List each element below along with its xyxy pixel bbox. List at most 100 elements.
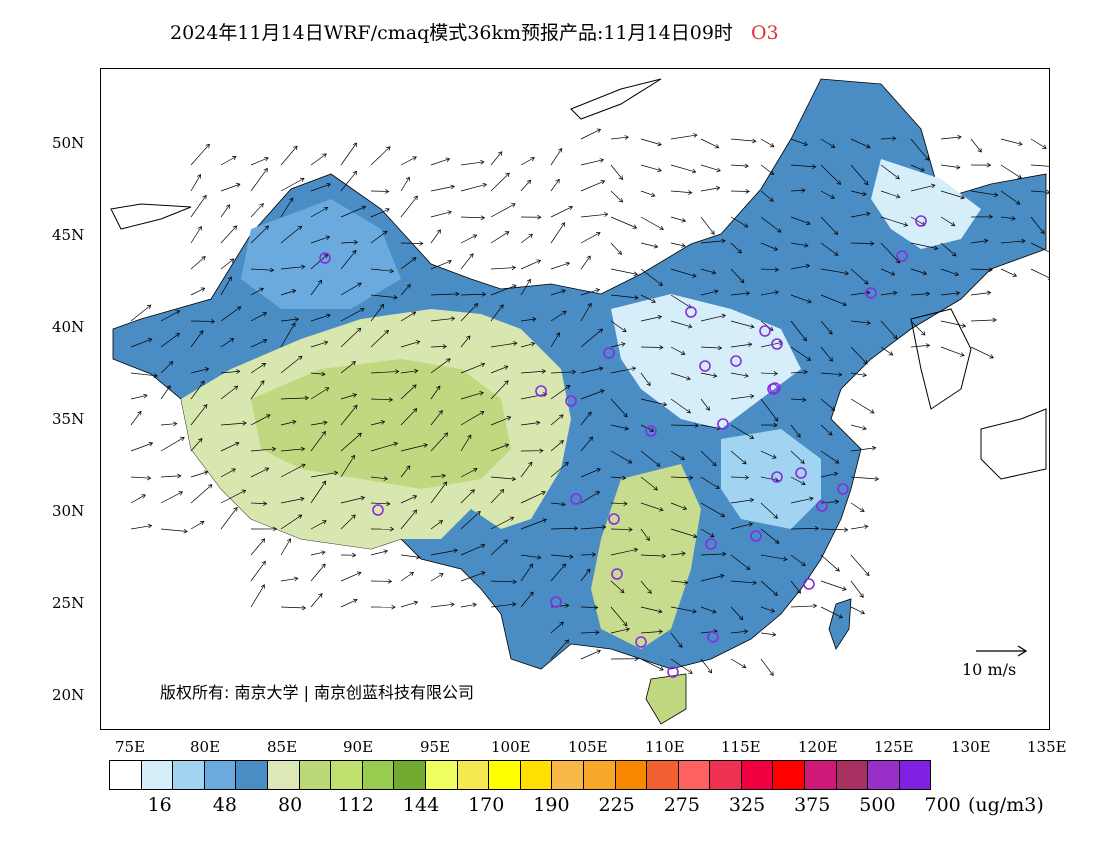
wind-arrow-head xyxy=(988,214,994,220)
wind-arrow-head xyxy=(770,608,776,613)
wind-arrow xyxy=(550,621,564,634)
lat-label-50n: 50N xyxy=(52,134,85,152)
color-scale-unit: (ug/m3) xyxy=(968,794,1044,816)
wind-arrow xyxy=(430,432,448,452)
wind-arrow-head xyxy=(536,259,542,264)
wind-arrow xyxy=(340,572,362,582)
wind-arrow xyxy=(730,395,754,400)
wind-arrow-head xyxy=(301,264,306,270)
wind-arrow-head xyxy=(711,270,717,275)
wind-arrow xyxy=(670,658,693,674)
wind-arrow xyxy=(700,553,726,556)
wind-arrow xyxy=(220,370,240,374)
wind-arrow xyxy=(340,241,358,244)
wind-arrow-head xyxy=(588,436,593,441)
wind-arrow xyxy=(430,158,450,166)
station-marker xyxy=(603,347,615,359)
wind-arrow xyxy=(790,605,817,608)
wind-arrow xyxy=(760,632,776,636)
wind-arrow xyxy=(910,320,926,336)
wind-arrow-head xyxy=(686,375,691,381)
wind-arrow xyxy=(850,606,865,614)
wind-arrow-head xyxy=(385,208,390,213)
lon-label-130e: 130E xyxy=(951,738,991,756)
wind-arrow xyxy=(250,203,264,218)
wind-arrow xyxy=(400,341,420,348)
wind-arrow-head xyxy=(618,198,624,203)
wind-arrow xyxy=(190,287,205,296)
wind-arrow-head xyxy=(573,525,579,531)
wind-arrow xyxy=(520,260,541,270)
station-marker xyxy=(570,493,582,505)
wind-arrow xyxy=(550,554,574,558)
wind-arrow-head xyxy=(416,554,421,560)
wind-arrow-head xyxy=(871,445,877,451)
wind-arrow-head xyxy=(743,223,749,228)
legend-color-cell xyxy=(456,760,490,790)
wind-arrow xyxy=(760,138,775,148)
wind-arrow xyxy=(970,292,991,296)
wind-arrow xyxy=(550,639,569,660)
wind-arrow-head xyxy=(750,324,755,329)
wind-arrow-head xyxy=(200,287,206,292)
wind-arrow-head xyxy=(231,468,236,473)
wind-arrow-head xyxy=(771,632,777,637)
wind-arrow-head xyxy=(598,328,603,333)
wind-arrow xyxy=(670,424,699,426)
wind-arrow-head xyxy=(804,242,809,248)
wind-arrow xyxy=(370,330,389,348)
wind-arrow-head xyxy=(993,192,999,198)
wind-arrow xyxy=(280,145,298,166)
wind-arrow-head xyxy=(694,423,699,428)
wind-arrow-head xyxy=(356,327,362,333)
legend-color-cell xyxy=(519,760,553,790)
wind-arrow xyxy=(310,551,326,556)
wind-arrow xyxy=(340,394,357,400)
wind-arrow xyxy=(670,502,687,510)
wind-arrow xyxy=(820,294,847,306)
wind-arrow-head xyxy=(688,190,693,195)
wind-arrow-head xyxy=(353,598,358,604)
wind-arrow xyxy=(490,285,517,296)
wind-arrow-head xyxy=(481,291,487,297)
wind-arrow xyxy=(280,448,305,452)
wind-arrow-head xyxy=(769,143,775,148)
wind-arrow xyxy=(340,308,365,322)
wind-arrow-head xyxy=(800,459,805,464)
wind-arrow xyxy=(460,216,485,219)
wind-arrow xyxy=(400,156,417,166)
wind-arrow-head xyxy=(419,241,424,246)
wind-arrow-head xyxy=(595,288,601,293)
wind-arrow-head xyxy=(509,516,515,521)
wind-arrow xyxy=(310,472,338,478)
wind-arrow xyxy=(430,603,455,608)
wind-arrow-head xyxy=(693,133,698,138)
wind-arrow-head xyxy=(903,222,909,227)
wind-arrow xyxy=(550,310,567,322)
wind-arrow-head xyxy=(423,443,428,448)
wind-arrow-head xyxy=(555,332,560,337)
wind-arrow-head xyxy=(352,170,358,176)
lon-label-110e: 110E xyxy=(645,738,685,756)
station-marker xyxy=(699,360,711,372)
wind-arrow-head xyxy=(146,304,152,309)
wind-arrow xyxy=(1000,138,1023,145)
wind-arrow-head xyxy=(321,371,326,377)
wind-arrow-head xyxy=(688,669,693,674)
wind-arrow-head xyxy=(442,344,447,349)
wind-arrow-head xyxy=(479,391,484,396)
wind-arrow-head xyxy=(920,331,926,336)
wind-arrow-head xyxy=(300,496,305,502)
station-marker xyxy=(771,471,783,483)
wind-arrow-head xyxy=(511,602,517,607)
wind-arrow-head xyxy=(828,330,833,335)
wind-arrow-head xyxy=(1021,238,1026,244)
wind-arrow xyxy=(760,291,779,296)
wind-vectors xyxy=(130,128,1049,677)
wind-arrow xyxy=(790,424,801,438)
wind-arrow xyxy=(400,465,411,478)
wind-arrow-head xyxy=(833,230,839,235)
wind-arrow xyxy=(310,421,328,426)
wind-arrow xyxy=(280,322,296,348)
wind-arrow xyxy=(640,268,663,286)
